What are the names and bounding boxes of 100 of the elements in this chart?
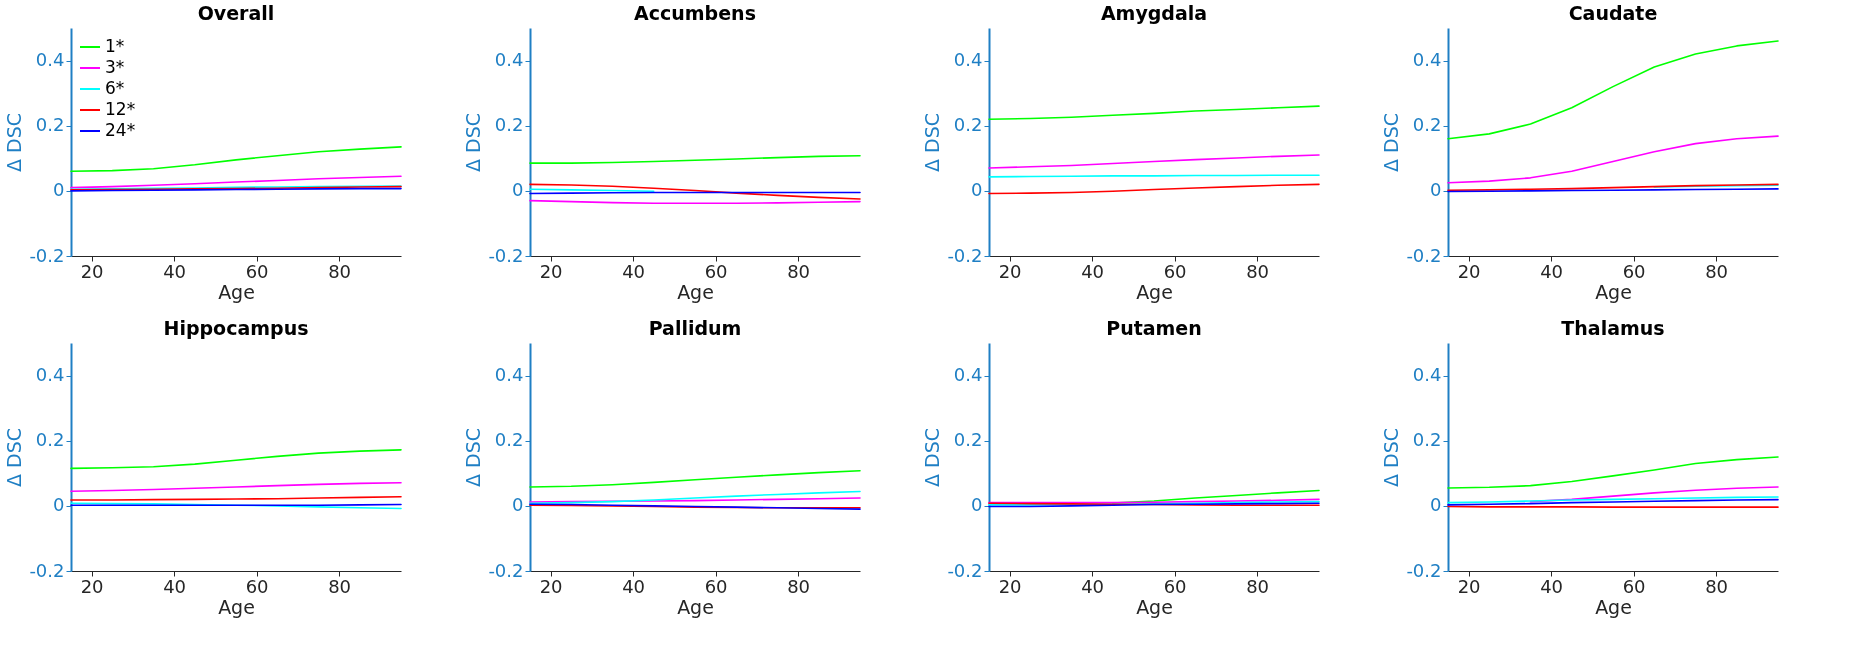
y-tick-label: 0 — [1430, 179, 1442, 201]
line-series — [70, 449, 402, 470]
x-tick-label: 80 — [1705, 260, 1729, 282]
x-axis-title: Age — [1136, 595, 1173, 618]
x-tick-label: 80 — [1246, 575, 1270, 597]
y-tick-label: -0.2 — [1406, 244, 1442, 266]
y-tick-label: -0.2 — [947, 559, 983, 581]
x-axis-title: Age — [1595, 595, 1632, 618]
x-tick-label: 40 — [1081, 575, 1105, 597]
line-series — [70, 146, 402, 173]
x-tick-label: 80 — [1246, 260, 1270, 282]
y-tick-label: 0.2 — [494, 114, 524, 136]
y-tick-label: 0.4 — [953, 364, 983, 386]
x-axis-title: Age — [677, 280, 714, 303]
legend-label: 6* — [105, 78, 125, 98]
x-tick-label: 60 — [245, 260, 269, 282]
y-tick-label: 0.2 — [953, 114, 983, 136]
y-axis-title: Δ DSC — [921, 113, 944, 172]
line-series — [529, 469, 861, 488]
y-tick-label: 0.2 — [1412, 429, 1442, 451]
y-tick-label: 0 — [971, 494, 983, 516]
chart-title: Thalamus — [1561, 317, 1665, 339]
x-tick-label: 40 — [163, 260, 187, 282]
y-axis-title: Δ DSC — [1380, 113, 1403, 172]
x-axis-title: Age — [1595, 280, 1632, 303]
y-axis-title: Δ DSC — [462, 113, 485, 172]
x-axis-title: Age — [218, 280, 255, 303]
x-tick-label: 60 — [245, 575, 269, 597]
x-tick-label: 60 — [1163, 575, 1187, 597]
y-tick-label: -0.2 — [29, 244, 65, 266]
y-tick-label: 0 — [512, 494, 524, 516]
x-tick-label: 80 — [328, 260, 352, 282]
line-series — [529, 154, 861, 164]
x-tick-label: 20 — [1457, 260, 1481, 282]
y-tick-label: 0 — [971, 179, 983, 201]
chart-title: Overall — [197, 2, 275, 24]
x-axis-title: Age — [218, 595, 255, 618]
y-tick-label: 0.2 — [494, 429, 524, 451]
y-tick-label: 0.4 — [35, 49, 65, 71]
x-tick-label: 80 — [1705, 575, 1729, 597]
y-tick-label: 0.2 — [35, 114, 65, 136]
x-tick-label: 80 — [787, 260, 811, 282]
line-series — [1447, 456, 1779, 489]
y-tick-label: 0.2 — [35, 429, 65, 451]
legend-label: 12* — [105, 99, 136, 119]
y-tick-label: 0 — [53, 179, 65, 201]
x-tick-label: 40 — [163, 575, 187, 597]
line-series — [988, 154, 1320, 169]
y-tick-label: 0 — [53, 494, 65, 516]
y-tick-label: 0.4 — [953, 49, 983, 71]
y-tick-label: 0 — [512, 179, 524, 201]
chart-title: Putamen — [1106, 317, 1202, 339]
y-tick-label: -0.2 — [488, 559, 524, 581]
x-tick-label: 20 — [1457, 575, 1481, 597]
chart-title: Caudate — [1568, 2, 1658, 24]
x-tick-label: 40 — [1540, 575, 1564, 597]
y-axis-title: Δ DSC — [462, 428, 485, 487]
y-tick-label: 0.4 — [494, 364, 524, 386]
chart-title: Amygdala — [1100, 2, 1208, 24]
legend-label: 3* — [105, 57, 125, 77]
x-tick-label: 40 — [622, 260, 646, 282]
x-tick-label: 20 — [998, 575, 1022, 597]
x-tick-label: 80 — [787, 575, 811, 597]
y-tick-label: -0.2 — [29, 559, 65, 581]
x-tick-label: 40 — [622, 575, 646, 597]
line-series — [529, 490, 861, 505]
x-axis-title: Age — [1136, 280, 1173, 303]
x-tick-label: 60 — [1622, 260, 1646, 282]
line-series — [70, 175, 402, 189]
chart-title: Hippocampus — [163, 317, 309, 339]
line-series — [529, 183, 861, 200]
y-tick-label: -0.2 — [947, 244, 983, 266]
chart-title: Accumbens — [634, 2, 756, 24]
y-tick-label: 0 — [1430, 494, 1442, 516]
y-tick-label: 0.4 — [494, 49, 524, 71]
x-tick-label: 80 — [328, 575, 352, 597]
y-tick-label: 0.4 — [1412, 49, 1442, 71]
legend-label: 1* — [105, 36, 125, 56]
x-tick-label: 20 — [998, 260, 1022, 282]
x-axis-title: Age — [677, 595, 714, 618]
line-series — [1447, 40, 1779, 140]
x-tick-label: 60 — [1163, 260, 1187, 282]
x-tick-label: 20 — [539, 260, 563, 282]
line-series — [1447, 135, 1779, 184]
y-axis-title: Δ DSC — [3, 113, 26, 172]
y-tick-label: 0.2 — [953, 429, 983, 451]
line-series — [70, 481, 402, 492]
chart-title: Pallidum — [648, 317, 742, 339]
y-axis-title: Δ DSC — [1380, 428, 1403, 487]
x-tick-label: 60 — [704, 575, 728, 597]
x-tick-label: 20 — [539, 575, 563, 597]
x-tick-label: 60 — [704, 260, 728, 282]
legend-label: 24* — [105, 120, 136, 140]
y-axis-title: Δ DSC — [3, 428, 26, 487]
y-tick-label: 0.2 — [1412, 114, 1442, 136]
line-series — [988, 183, 1320, 195]
x-tick-label: 20 — [80, 260, 104, 282]
x-tick-label: 20 — [80, 575, 104, 597]
x-tick-label: 40 — [1540, 260, 1564, 282]
line-series — [988, 105, 1320, 120]
